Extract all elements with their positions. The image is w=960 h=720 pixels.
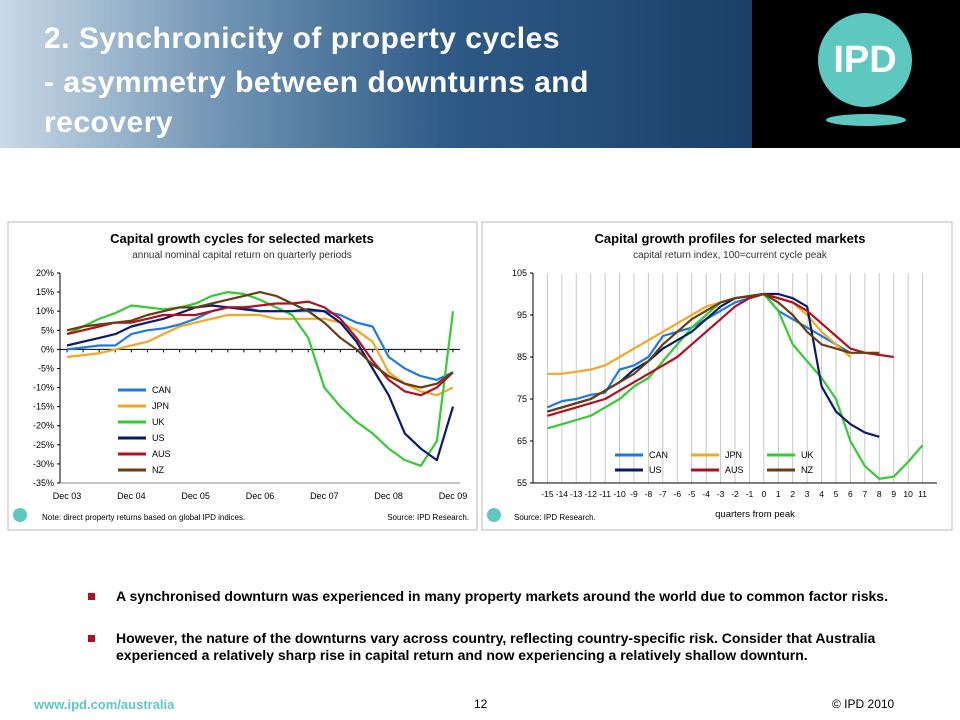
legend-label: US xyxy=(152,433,165,443)
x-axis-label: quarters from peak xyxy=(715,509,795,520)
chart-panel xyxy=(481,221,953,531)
chart-source: Source: IPD Research. xyxy=(387,513,469,522)
x-tick-label: -1 xyxy=(746,489,754,499)
title-line: - asymmetry between downturns and xyxy=(44,66,589,99)
chart-note: Note: direct property returns based on g… xyxy=(42,513,245,522)
legend-label: US xyxy=(649,465,662,475)
x-tick-label: 1 xyxy=(776,489,781,499)
x-tick-label: 10 xyxy=(903,489,913,499)
series-line xyxy=(547,292,894,417)
x-tick-label: Dec 04 xyxy=(117,491,146,501)
x-tick-label: 0 xyxy=(761,489,766,499)
title-line: recovery xyxy=(44,106,174,139)
x-tick-label: 6 xyxy=(848,489,853,499)
x-tick-label: 9 xyxy=(891,489,896,499)
chart-source: Source: IPD Research. xyxy=(514,513,596,522)
series-line xyxy=(547,292,880,413)
x-tick-label: -12 xyxy=(585,489,598,499)
y-tick-label: 105 xyxy=(512,268,527,278)
legend-label: CAN xyxy=(649,450,668,460)
x-tick-label: Dec 03 xyxy=(53,491,82,501)
y-tick-label: 95 xyxy=(517,310,527,320)
x-tick-label: 5 xyxy=(834,489,839,499)
x-tick-label: -15 xyxy=(541,489,554,499)
y-tick-label: -25% xyxy=(33,440,54,450)
legend-label: AUS xyxy=(725,465,744,475)
x-tick-label: 11 xyxy=(918,489,927,499)
x-tick-label: -9 xyxy=(630,489,638,499)
legend-label: JPN xyxy=(725,450,742,460)
y-tick-label: -20% xyxy=(33,421,54,431)
x-tick-label: -5 xyxy=(688,489,696,499)
logo: IPD xyxy=(818,13,912,107)
mini-logo xyxy=(13,508,27,522)
legend-label: NZ xyxy=(152,465,164,475)
page-number: 12 xyxy=(474,697,488,711)
series-line xyxy=(66,313,454,397)
x-tick-label: -11 xyxy=(599,489,611,499)
x-tick-label: Dec 08 xyxy=(374,491,403,501)
x-tick-label: 2 xyxy=(790,489,795,499)
bullet-marker xyxy=(88,593,95,600)
x-tick-label: Dec 05 xyxy=(181,491,210,501)
series-line xyxy=(66,304,455,462)
title-line: 2. Synchronicity of property cycles xyxy=(44,22,561,55)
x-tick-label: 7 xyxy=(862,489,867,499)
y-tick-label: 5% xyxy=(41,325,54,335)
legend-label: CAN xyxy=(152,385,171,395)
bullet-marker xyxy=(88,635,95,642)
series-line xyxy=(66,291,455,467)
x-tick-label: -4 xyxy=(702,489,710,499)
series-line xyxy=(66,300,454,397)
mini-logo xyxy=(487,508,501,522)
chart-subtitle: annual nominal capital return on quarter… xyxy=(132,250,352,261)
y-tick-label: 75 xyxy=(517,394,527,404)
x-tick-label: -6 xyxy=(674,489,682,499)
y-tick-label: -15% xyxy=(33,402,54,412)
chart-title: Capital growth profiles for selected mar… xyxy=(595,231,866,246)
y-tick-label: 0% xyxy=(41,344,54,354)
header-band xyxy=(0,0,752,148)
x-tick-label: Dec 06 xyxy=(246,491,275,501)
series-line xyxy=(547,292,852,375)
x-tick-label: -2 xyxy=(731,489,739,499)
y-tick-label: -35% xyxy=(33,478,54,488)
x-tick-label: 3 xyxy=(805,489,810,499)
x-tick-label: Dec 09 xyxy=(439,491,468,501)
y-tick-label: -30% xyxy=(33,459,54,469)
legend-label: UK xyxy=(801,450,814,460)
logo-shadow xyxy=(826,114,906,126)
x-tick-label: -8 xyxy=(645,489,653,499)
legend-label: NZ xyxy=(801,465,813,475)
x-tick-label: -3 xyxy=(717,489,725,499)
y-tick-label: -10% xyxy=(33,383,54,393)
y-tick-label: 65 xyxy=(517,436,527,446)
legend-label: UK xyxy=(152,417,165,427)
copyright: © IPD 2010 xyxy=(832,697,895,711)
chart-panel xyxy=(7,221,478,531)
y-tick-label: 10% xyxy=(36,306,54,316)
y-tick-label: 85 xyxy=(517,352,527,362)
chart-subtitle: capital return index, 100=current cycle … xyxy=(633,250,828,261)
x-tick-label: -14 xyxy=(556,489,569,499)
y-tick-label: 20% xyxy=(36,268,54,278)
x-tick-label: -10 xyxy=(613,489,626,499)
legend-label: JPN xyxy=(152,401,169,411)
chart-title: Capital growth cycles for selected marke… xyxy=(110,231,374,246)
series-line xyxy=(66,291,454,389)
footer-url: www.ipd.com/australia xyxy=(34,697,175,712)
x-tick-label: 8 xyxy=(877,489,882,499)
y-tick-label: 15% xyxy=(36,287,54,297)
bullet: However, the nature of the downturns var… xyxy=(116,630,876,663)
bullet: A synchronised downturn was experienced … xyxy=(116,588,888,604)
x-tick-label: 4 xyxy=(819,489,824,499)
legend-label: AUS xyxy=(152,449,171,459)
x-tick-label: -13 xyxy=(570,489,583,499)
y-tick-label: -5% xyxy=(38,363,54,373)
x-tick-label: -7 xyxy=(659,489,667,499)
y-tick-label: 55 xyxy=(517,478,527,488)
x-tick-label: Dec 07 xyxy=(310,491,339,501)
